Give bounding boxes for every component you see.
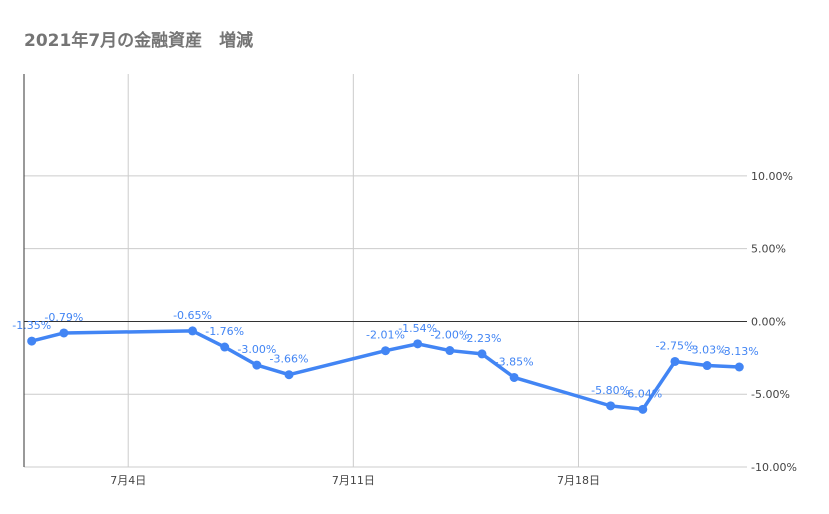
gridlines	[24, 74, 747, 468]
data-label: -2.23%	[463, 332, 502, 345]
data-label: -2.75%	[655, 339, 694, 352]
data-point	[413, 339, 423, 349]
data-point	[670, 356, 680, 366]
y-tick-label: 10.00%	[751, 170, 793, 183]
data-point	[381, 346, 390, 356]
data-labels: -1.35%-0.79% -0.65% -1.76% -3.00%-3.66% -2.0…	[12, 309, 758, 400]
data-point	[477, 349, 487, 359]
data-point	[27, 336, 37, 346]
data-point	[606, 401, 616, 411]
y-tick-label: 5.00%	[751, 243, 786, 256]
data-point	[509, 372, 519, 382]
axes: 10.00% 5.00% 0.00% -5.00% -10.00% 7月4日 7月11日 7月…	[23, 74, 797, 487]
chart-title: 2021年7月の金融資産 増減	[24, 31, 254, 51]
data-label: -0.65%	[173, 309, 212, 322]
data-label: -1.35%	[12, 319, 51, 332]
data-point	[734, 362, 744, 372]
series-line	[29, 329, 742, 412]
data-label: -3.13%	[720, 345, 759, 358]
data-label: -2.01%	[366, 329, 405, 342]
series-line-layer	[29, 329, 742, 412]
data-point	[220, 342, 230, 352]
data-label: -3.66%	[270, 353, 309, 366]
y-tick-label: 0.00%	[751, 315, 786, 328]
data-label: -3.85%	[495, 355, 534, 368]
x-tick-label: 7月4日	[110, 474, 146, 487]
y-tick-label: -5.00%	[751, 388, 790, 401]
data-point	[252, 360, 262, 370]
data-point	[188, 326, 198, 336]
data-label: -0.79%	[44, 311, 83, 324]
y-tick-label: -10.00%	[751, 461, 797, 474]
x-tick-label: 7月18日	[557, 474, 600, 487]
data-label: -2.00%	[430, 329, 469, 342]
data-label: -3.03%	[688, 344, 727, 357]
data-label: -6.04%	[623, 387, 662, 400]
data-points	[27, 326, 744, 414]
data-point	[284, 370, 294, 380]
data-label: -1.76%	[205, 325, 244, 338]
x-tick-label: 7月11日	[332, 474, 375, 487]
data-point	[702, 361, 712, 371]
data-label: -5.80%	[591, 384, 630, 397]
data-label: -1.54%	[398, 322, 437, 335]
data-point	[59, 328, 69, 338]
data-point	[445, 346, 455, 356]
data-label: -3.00%	[237, 343, 276, 356]
data-point	[638, 404, 648, 414]
